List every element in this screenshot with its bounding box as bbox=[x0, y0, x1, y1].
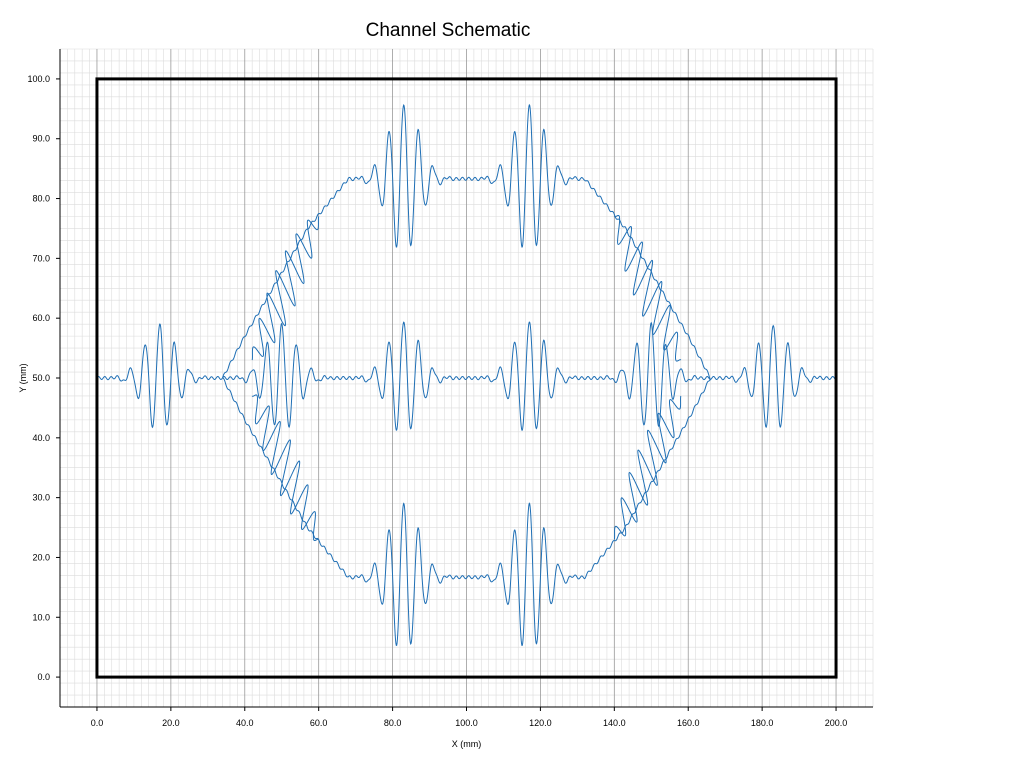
boundary-rectangle bbox=[95, 77, 838, 679]
channel-traces bbox=[96, 103, 837, 647]
y-tick-label: 30.0 bbox=[32, 493, 50, 503]
x-tick-label: 20.0 bbox=[162, 718, 180, 728]
y-tick-label: 70.0 bbox=[32, 253, 50, 263]
chart-title: Channel Schematic bbox=[365, 20, 531, 41]
channel-serpentine-2-1 bbox=[613, 395, 682, 540]
x-tick-label: 140.0 bbox=[603, 718, 626, 728]
x-tick-label: 120.0 bbox=[529, 718, 552, 728]
channel-trace-0 bbox=[96, 321, 837, 431]
y-tick-label: 40.0 bbox=[32, 433, 50, 443]
y-tick-label: 80.0 bbox=[32, 194, 50, 204]
y-tick-label: 10.0 bbox=[32, 612, 50, 622]
channel-serpentine-1-1 bbox=[613, 214, 682, 362]
x-tick-label: 0.0 bbox=[91, 718, 104, 728]
channel-serpentine-2-0 bbox=[251, 394, 320, 542]
y-axis-label: Y (mm) bbox=[18, 363, 28, 392]
y-tick-label: 20.0 bbox=[32, 552, 50, 562]
x-tick-label: 200.0 bbox=[825, 718, 848, 728]
y-tick-label: 50.0 bbox=[32, 373, 50, 383]
x-tick-label: 40.0 bbox=[236, 718, 254, 728]
y-tick-label: 90.0 bbox=[32, 134, 50, 144]
x-tick-label: 180.0 bbox=[751, 718, 774, 728]
x-tick-label: 160.0 bbox=[677, 718, 700, 728]
tick-labels: 0.0 20.0 40.0 60.0 80.0 100.0 120.0 140.0 160.0 1… bbox=[27, 74, 847, 728]
y-tick-label: 60.0 bbox=[32, 313, 50, 323]
axes bbox=[56, 49, 873, 711]
channel-trace-2 bbox=[222, 377, 711, 647]
x-tick-label: 100.0 bbox=[455, 718, 478, 728]
y-tick-label: 100.0 bbox=[27, 74, 50, 84]
x-tick-label: 80.0 bbox=[384, 718, 402, 728]
channel-serpentine-1-0 bbox=[251, 216, 320, 361]
channel-trace-1 bbox=[222, 103, 711, 380]
x-axis-label: X (mm) bbox=[452, 739, 482, 749]
x-tick-label: 60.0 bbox=[310, 718, 328, 728]
y-tick-label: 0.0 bbox=[37, 672, 50, 682]
